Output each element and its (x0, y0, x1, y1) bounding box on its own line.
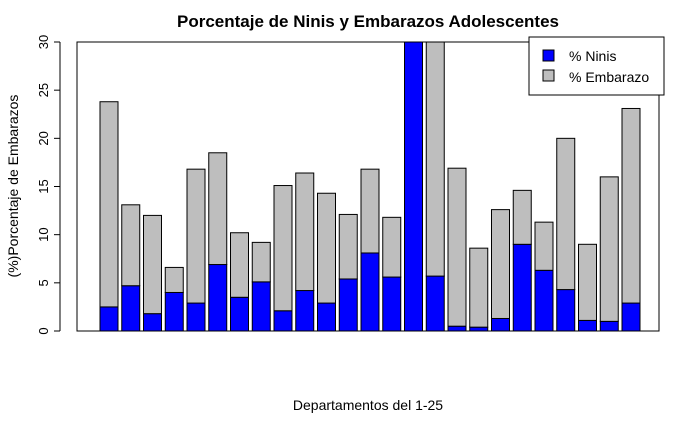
y-tick-label: 15 (36, 179, 51, 193)
bar-ninis (360, 252, 380, 332)
y-tick-label: 10 (36, 227, 51, 241)
bar-embarazo (599, 176, 619, 322)
bar-embarazo (491, 209, 510, 319)
bar-embarazo (121, 204, 141, 287)
legend-swatch-ninis (542, 49, 555, 62)
bars (99, 41, 641, 332)
y-tick-label: 30 (36, 35, 51, 49)
bar-ninis (469, 326, 489, 332)
bar-ninis (556, 289, 576, 332)
bar-ninis (491, 317, 510, 332)
legend-label-ninis: % Ninis (569, 48, 616, 64)
bar-ninis (621, 302, 641, 332)
bar-ninis (425, 275, 445, 332)
bar-ninis (251, 281, 271, 332)
bar-ninis (447, 325, 467, 332)
bar-embarazo (251, 241, 271, 283)
bar-embarazo (317, 192, 336, 304)
bar-embarazo (99, 101, 119, 308)
legend: % Ninis % Embarazo (528, 36, 665, 96)
y-tick-label: 20 (36, 131, 51, 145)
bar-embarazo (164, 266, 184, 293)
y-axis: 0 5 10 15 20 25 30 (36, 35, 61, 335)
bar-embarazo (382, 216, 402, 278)
y-tick-label: 25 (36, 83, 51, 97)
plot-frame (76, 41, 660, 332)
bar-ninis (230, 296, 249, 332)
y-tick-label: 5 (36, 279, 51, 286)
bar-ninis (404, 41, 423, 332)
bar-embarazo (534, 221, 554, 271)
bar-ninis (317, 302, 336, 332)
bar-ninis (338, 278, 358, 332)
bar-embarazo (186, 168, 206, 304)
bar-embarazo (338, 213, 358, 280)
legend-box (528, 36, 665, 96)
y-tick-label: 0 (36, 327, 51, 334)
legend-swatch-embarazo (542, 69, 555, 82)
bar-embarazo (208, 152, 228, 266)
bar-embarazo (578, 243, 597, 321)
chart-title: Porcentaje de Ninis y Embarazos Adolesce… (177, 12, 559, 31)
bar-ninis (578, 319, 597, 332)
bar-ninis (512, 243, 532, 332)
bar-ninis (164, 291, 184, 332)
legend-label-embarazo: % Embarazo (569, 69, 649, 85)
y-axis-title: (%)Porcentaje de Embarazos (5, 95, 21, 278)
bar-embarazo (447, 167, 467, 327)
bar-embarazo (621, 107, 641, 304)
bar-embarazo (295, 172, 315, 292)
bar-embarazo (469, 247, 489, 328)
x-axis-title: Departamentos del 1-25 (293, 397, 443, 413)
bar-ninis (273, 310, 293, 332)
bar-embarazo (230, 232, 249, 298)
bar-embarazo (143, 214, 162, 315)
bar-embarazo (512, 189, 532, 245)
bar-ninis (208, 264, 228, 332)
bar-ninis (99, 306, 119, 332)
bar-embarazo (360, 168, 380, 254)
bar-ninis (599, 320, 619, 332)
bar-ninis (186, 302, 206, 332)
bar-ninis (382, 276, 402, 332)
bar-embarazo (556, 137, 576, 291)
bar-ninis (121, 285, 141, 332)
bar-ninis (295, 290, 315, 332)
bar-embarazo (425, 41, 445, 277)
bar-ninis (534, 269, 554, 332)
bar-embarazo (273, 185, 293, 312)
bar-ninis (143, 313, 162, 332)
